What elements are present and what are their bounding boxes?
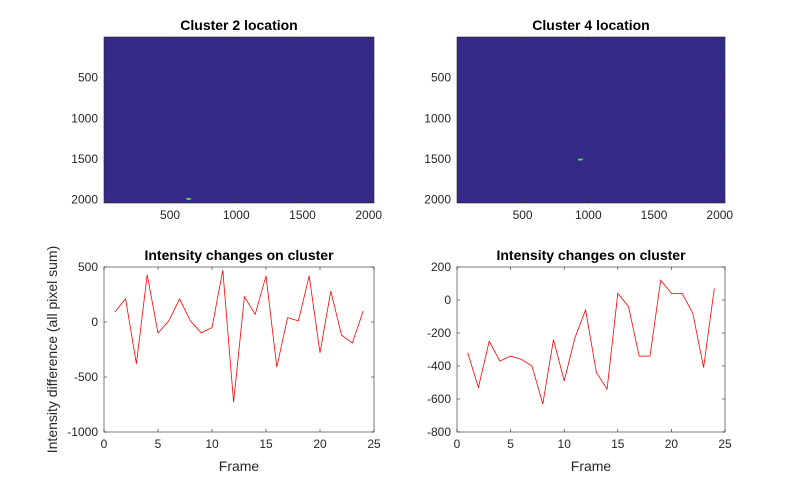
subplot-4: Intensity changes on cluster 0 5 10 15 20 25 -8… [427, 247, 732, 474]
chart-title: Intensity changes on cluster [496, 247, 686, 263]
x-tick-label: 10 [558, 437, 572, 451]
subplot-3: Intensity changes on cluster 0 5 10 15 20 25 -1… [44, 246, 381, 474]
subplot-2: Cluster 4 location 500 1000 1500 2000 500 1000… [424, 17, 733, 222]
y-axis-label: Intensity difference (all pixel sum) [44, 246, 60, 454]
y-tick-label: -800 [427, 425, 451, 439]
chart-title: Cluster 4 location [532, 17, 649, 33]
axes-box [103, 36, 375, 204]
axes-box [103, 266, 375, 433]
y-tick-label: -200 [427, 326, 451, 340]
x-tick-label: 15 [259, 437, 273, 451]
x-tick-label: 5 [155, 437, 162, 451]
y-tick-label: 200 [431, 260, 451, 274]
cluster-pixel [577, 158, 584, 161]
y-tick-label: 500 [78, 71, 98, 85]
chart-title: Cluster 2 location [180, 17, 297, 33]
y-tick-label: 2000 [424, 193, 451, 207]
x-tick-label: 25 [718, 437, 732, 451]
y-tick-label: 0 [91, 315, 98, 329]
y-tick-label: -500 [74, 370, 98, 384]
subplot-1: Cluster 2 location 500 1000 1500 2000 500 1000… [71, 17, 382, 222]
x-tick-label: 1000 [223, 208, 250, 222]
y-tick-label: 1000 [424, 111, 451, 125]
axes-box [456, 266, 726, 433]
x-tick-label: 2000 [706, 208, 733, 222]
x-tick-label: 1500 [641, 208, 668, 222]
x-axis-label: Frame [571, 458, 612, 474]
y-tick-label: 1500 [424, 152, 451, 166]
y-tick-label: 2000 [71, 193, 98, 207]
x-tick-label: 20 [313, 437, 327, 451]
heatmap-background [457, 37, 725, 203]
y-tick-label: -400 [427, 359, 451, 373]
x-tick-label: 15 [611, 437, 625, 451]
x-tick-label: 2000 [355, 208, 382, 222]
x-tick-label: 1000 [575, 208, 602, 222]
y-tick-label: -600 [427, 392, 451, 406]
x-tick-label: 5 [507, 437, 514, 451]
x-tick-label: 25 [367, 437, 381, 451]
y-tick-label: 1500 [71, 152, 98, 166]
x-tick-label: 500 [513, 208, 533, 222]
heatmap-background [104, 37, 374, 203]
x-axis-label: Frame [219, 458, 260, 474]
x-tick-label: 500 [160, 208, 180, 222]
x-tick-label: 10 [205, 437, 219, 451]
y-tick-label: 0 [444, 293, 451, 307]
y-tick-label: 1000 [71, 111, 98, 125]
axes-box [456, 36, 726, 204]
plot-area [457, 267, 725, 432]
x-tick-label: 20 [665, 437, 679, 451]
series-line [467, 279, 715, 405]
y-tick-label: 500 [78, 260, 98, 274]
series-line [114, 270, 364, 403]
y-tick-label: -1000 [67, 425, 98, 439]
cluster-pixel [185, 197, 192, 200]
x-tick-label: 1500 [289, 208, 316, 222]
x-tick-label: 0 [101, 437, 108, 451]
chart-title: Intensity changes on cluster [144, 247, 334, 263]
y-tick-label: 500 [431, 71, 451, 85]
x-tick-label: 0 [454, 437, 461, 451]
